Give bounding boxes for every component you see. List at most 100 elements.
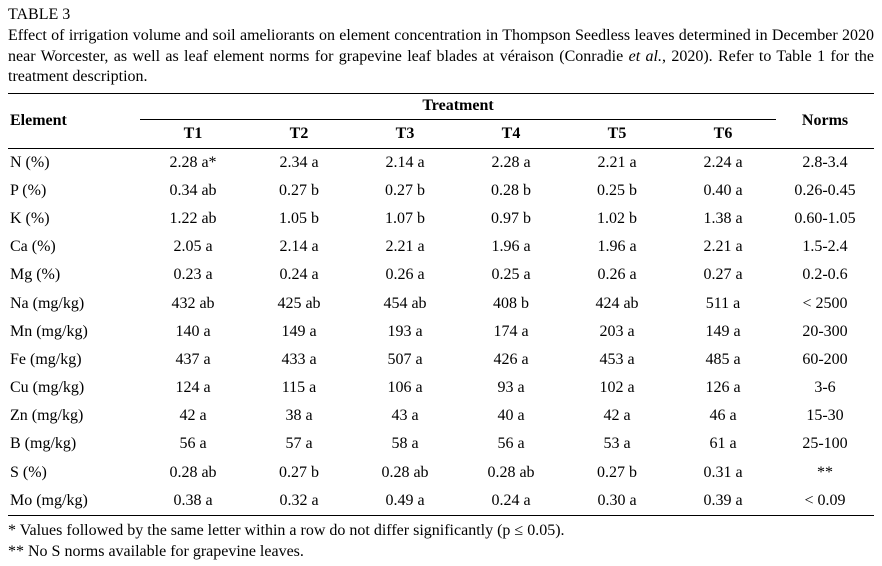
caption-text-1: Effect of irrigation volume and soil ame… xyxy=(8,27,874,65)
column-header-t4: T4 xyxy=(501,124,521,142)
treatment-value-cell-t2: 0.27 b xyxy=(279,463,319,481)
treatment-value-cell-t4: 426 a xyxy=(493,350,529,368)
treatment-value-cell-t6: 511 a xyxy=(705,294,741,312)
treatment-value-cell-t4: 40 a xyxy=(497,407,525,425)
treatment-value-cell-t6: 0.39 a xyxy=(703,491,743,509)
treatment-value-cell-t4: 2.28 a xyxy=(491,153,531,171)
treatment-value-cell-t4: 56 a xyxy=(497,435,525,453)
treatment-value-cell-t2: 115 a xyxy=(281,379,317,397)
table-row: Ca (%) 2.05 a 2.14 a 2.21 a 1.96 a 1.96 a 2.21… xyxy=(8,233,874,261)
treatment-value-cell-t4: 408 b xyxy=(493,294,529,312)
treatment-value-cell-t6: 0.40 a xyxy=(703,181,743,199)
data-table: Element Treatment Norms T1 T2 T3 T4 T5 T… xyxy=(8,93,875,516)
footnotes: * Values followed by the same letter wit… xyxy=(8,520,874,562)
treatment-value-cell-t6: 485 a xyxy=(705,350,741,368)
treatment-value-cell-t3: 507 a xyxy=(387,350,423,368)
treatment-value-cell-t5: 0.27 b xyxy=(597,463,637,481)
column-header-t6: T6 xyxy=(713,124,733,142)
treatment-value-cell-t2: 433 a xyxy=(281,350,317,368)
treatment-value-cell-t4: 0.28 b xyxy=(491,181,531,199)
treatment-value-cell-t1: 0.34 ab xyxy=(169,181,217,199)
treatment-value-cell-t6: 149 a xyxy=(705,322,741,340)
treatment-value-cell-t6: 61 a xyxy=(709,435,737,453)
norms-cell: 3-6 xyxy=(814,379,836,397)
table-row: P (%) 0.34 ab 0.27 b 0.27 b 0.28 b 0.25 b 0.40… xyxy=(8,177,874,205)
treatment-value-cell-t4: 93 a xyxy=(497,379,525,397)
treatment-value-cell-t5: 0.25 b xyxy=(597,181,637,199)
treatment-value-cell-t5: 53 a xyxy=(603,435,631,453)
table-row: Zn (mg/kg) 42 a 38 a 43 a 40 a 42 a 46 a 15-30 xyxy=(8,402,874,430)
treatment-value-cell-t3: 0.49 a xyxy=(385,491,425,509)
column-header-t1: T1 xyxy=(183,124,203,142)
norms-cell: 0.60-1.05 xyxy=(794,209,856,227)
table-row: S (%) 0.28 ab 0.27 b 0.28 ab 0.28 ab 0.27 b 0.… xyxy=(8,459,874,487)
element-cell: Cu (mg/kg) xyxy=(10,379,85,397)
treatment-value-cell-t4: 0.24 a xyxy=(491,491,531,509)
element-cell: Ca (%) xyxy=(10,238,56,256)
element-cell: Zn (mg/kg) xyxy=(10,407,84,425)
norms-cell: 1.5-2.4 xyxy=(802,238,848,256)
treatment-value-cell-t2: 1.05 b xyxy=(279,209,319,227)
treatment-value-cell-t5: 2.21 a xyxy=(597,153,637,171)
treatment-value-cell-t3: 454 ab xyxy=(383,294,427,312)
footnote-significance: * Values followed by the same letter wit… xyxy=(8,521,565,539)
treatment-value-cell-t1: 140 a xyxy=(175,322,211,340)
norms-cell: 20-300 xyxy=(802,322,848,340)
caption-italic-et-al: et al. xyxy=(628,47,662,65)
treatment-value-cell-t3: 106 a xyxy=(387,379,423,397)
table-row: K (%) 1.22 ab 1.05 b 1.07 b 0.97 b 1.02 b 1.38… xyxy=(8,205,874,233)
column-header-treatment: Treatment xyxy=(140,93,777,120)
treatment-value-cell-t5: 453 a xyxy=(599,350,635,368)
element-cell: Fe (mg/kg) xyxy=(10,350,82,368)
norms-cell: < 2500 xyxy=(802,294,848,312)
column-header-norms: Norms xyxy=(801,111,849,129)
norms-cell: 0.26-0.45 xyxy=(794,181,856,199)
treatment-value-cell-t1: 124 a xyxy=(175,379,211,397)
column-header-t2: T2 xyxy=(289,124,309,142)
norms-cell: < 0.09 xyxy=(804,491,846,509)
treatment-value-cell-t4: 0.28 ab xyxy=(487,463,535,481)
element-cell: B (mg/kg) xyxy=(10,435,77,453)
treatment-value-cell-t6: 0.31 a xyxy=(703,463,743,481)
table-number: TABLE 3 xyxy=(8,6,71,23)
treatment-value-cell-t1: 56 a xyxy=(179,435,207,453)
treatment-value-cell-t4: 1.96 a xyxy=(491,238,531,256)
element-cell: Mn (mg/kg) xyxy=(10,322,88,340)
table-row: B (mg/kg) 56 a 57 a 58 a 56 a 53 a 61 a 25-100 xyxy=(8,430,874,458)
norms-cell: ** xyxy=(817,463,834,481)
treatment-value-cell-t1: 1.22 ab xyxy=(169,209,217,227)
table-row: Cu (mg/kg) 124 a 115 a 106 a 93 a 102 a 126 a 3… xyxy=(8,374,874,402)
treatment-value-cell-t1: 2.28 a* xyxy=(169,153,217,171)
treatment-value-cell-t3: 58 a xyxy=(391,435,419,453)
element-cell: P (%) xyxy=(10,181,47,199)
treatment-value-cell-t6: 2.24 a xyxy=(703,153,743,171)
element-cell: Mg (%) xyxy=(10,266,61,284)
treatment-value-cell-t3: 43 a xyxy=(391,407,419,425)
treatment-value-cell-t2: 0.27 b xyxy=(279,181,319,199)
treatment-value-cell-t5: 203 a xyxy=(599,322,635,340)
norms-cell: 15-30 xyxy=(806,407,844,425)
treatment-value-cell-t2: 38 a xyxy=(285,407,313,425)
treatment-value-cell-t3: 193 a xyxy=(387,322,423,340)
table-row: Na (mg/kg) 432 ab 425 ab 454 ab 408 b 424 ab 5… xyxy=(8,289,874,317)
treatment-value-cell-t5: 424 ab xyxy=(595,294,639,312)
element-cell: Mo (mg/kg) xyxy=(10,491,88,509)
treatment-value-cell-t5: 1.02 b xyxy=(597,209,637,227)
table-row: N (%) 2.28 a* 2.34 a 2.14 a 2.28 a 2.21 a 2.24… xyxy=(8,148,874,177)
norms-cell: 2.8-3.4 xyxy=(802,153,848,171)
treatment-value-cell-t6: 126 a xyxy=(705,379,741,397)
header-row-2: T1 T2 T3 T4 T5 T6 xyxy=(8,119,874,148)
treatment-value-cell-t5: 0.30 a xyxy=(597,491,637,509)
norms-cell: 25-100 xyxy=(802,435,848,453)
treatment-value-cell-t6: 0.27 a xyxy=(703,266,743,284)
treatment-value-cell-t3: 2.21 a xyxy=(385,238,425,256)
table-row: Mg (%) 0.23 a 0.24 a 0.26 a 0.25 a 0.26 a 0.27… xyxy=(8,261,874,289)
caption-text-2: , 2020). Refer to Table 1 for the treatm… xyxy=(8,47,874,86)
treatment-value-cell-t3: 0.27 b xyxy=(385,181,425,199)
treatment-value-cell-t3: 0.28 ab xyxy=(381,463,429,481)
treatment-value-cell-t5: 0.26 a xyxy=(597,266,637,284)
header-row-1: Element Treatment Norms xyxy=(8,93,874,129)
table-body: N (%) 2.28 a* 2.34 a 2.14 a 2.28 a 2.21 a 2.24… xyxy=(8,148,875,516)
treatment-value-cell-t3: 2.14 a xyxy=(385,153,425,171)
treatment-value-cell-t4: 174 a xyxy=(493,322,529,340)
